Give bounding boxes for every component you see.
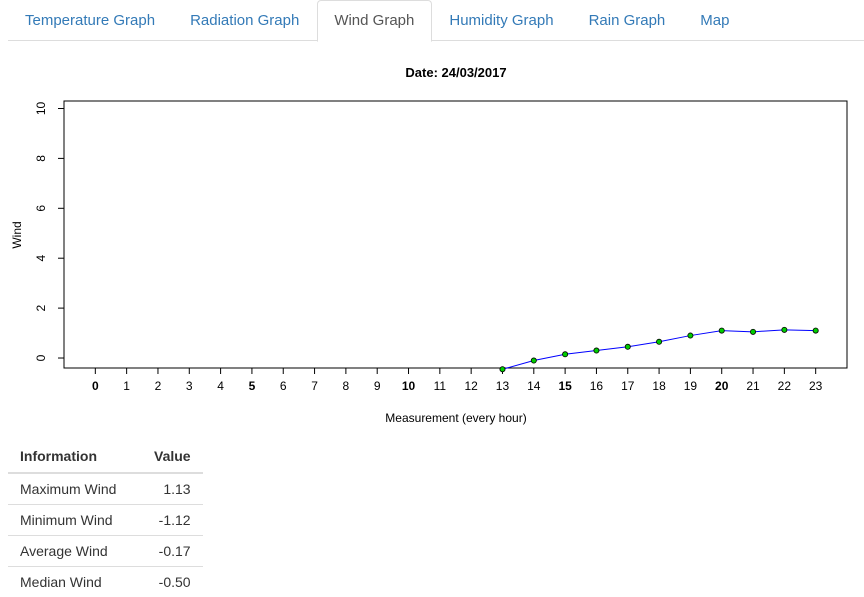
x-tick-label: 6 <box>280 379 287 393</box>
data-point <box>656 339 661 344</box>
x-tick-label: 7 <box>311 379 318 393</box>
x-tick-label: 4 <box>217 379 224 393</box>
tab-rain-graph[interactable]: Rain Graph <box>572 0 684 41</box>
table-row: Average Wind -0.17 <box>8 536 203 567</box>
data-point <box>531 358 536 363</box>
tab-bar: Temperature Graph Radiation Graph Wind G… <box>8 0 864 41</box>
x-axis-label: Measurement (every hour) <box>385 411 526 425</box>
table-row: Median Wind -0.50 <box>8 567 203 597</box>
x-tick-label: 22 <box>778 379 792 393</box>
row-label: Average Wind <box>8 536 142 567</box>
data-point <box>594 348 599 353</box>
x-tick-label: 12 <box>464 379 478 393</box>
wind-info-table: Information Value Maximum Wind 1.13 Mini… <box>8 440 203 597</box>
data-point <box>750 329 755 334</box>
row-value: -1.12 <box>142 505 203 536</box>
tab-temperature-graph[interactable]: Temperature Graph <box>8 0 173 41</box>
x-tick-label: 8 <box>343 379 350 393</box>
y-tick-label: 2 <box>34 304 48 311</box>
data-point <box>813 328 818 333</box>
y-tick-label: 4 <box>34 255 48 262</box>
x-tick-label: 11 <box>434 379 447 393</box>
tab-wind-graph[interactable]: Wind Graph <box>317 0 432 42</box>
x-tick-label: 2 <box>155 379 162 393</box>
x-tick-label: 18 <box>652 379 666 393</box>
x-tick-label: 10 <box>402 379 416 393</box>
x-tick-label: 23 <box>809 379 823 393</box>
y-axis: 0 2 4 6 8 10 <box>34 101 64 361</box>
y-tick-label: 0 <box>34 354 48 361</box>
x-tick-label: 14 <box>527 379 541 393</box>
x-tick-label: 0 <box>92 379 99 393</box>
tab-radiation-graph[interactable]: Radiation Graph <box>173 0 317 41</box>
row-value: -0.50 <box>142 567 203 597</box>
tab-map[interactable]: Map <box>683 0 747 41</box>
data-point <box>782 327 787 332</box>
plot-frame <box>64 101 847 368</box>
row-value: -0.17 <box>142 536 203 567</box>
row-label: Maximum Wind <box>8 473 142 505</box>
x-tick-label: 19 <box>684 379 698 393</box>
x-tick-label: 16 <box>590 379 604 393</box>
tab-humidity-graph[interactable]: Humidity Graph <box>432 0 571 41</box>
wind-line <box>502 330 815 369</box>
x-tick-label: 1 <box>123 379 130 393</box>
y-tick-label: 8 <box>34 155 48 162</box>
row-label: Minimum Wind <box>8 505 142 536</box>
data-point <box>625 344 630 349</box>
x-tick-label: 21 <box>746 379 760 393</box>
x-tick-label: 13 <box>496 379 510 393</box>
data-point <box>688 333 693 338</box>
chart-title: Date: 24/03/2017 <box>405 65 506 80</box>
x-tick-label: 3 <box>186 379 193 393</box>
table-row: Minimum Wind -1.12 <box>8 505 203 536</box>
header-information: Information <box>8 440 142 473</box>
data-point <box>719 328 724 333</box>
table-header-row: Information Value <box>8 440 203 473</box>
table-row: Maximum Wind 1.13 <box>8 473 203 505</box>
x-tick-label: 20 <box>715 379 729 393</box>
row-label: Median Wind <box>8 567 142 597</box>
wind-series <box>500 327 818 372</box>
x-tick-label: 15 <box>558 379 572 393</box>
header-value: Value <box>142 440 203 473</box>
y-axis-label: Wind <box>10 221 24 248</box>
data-point <box>500 367 505 372</box>
data-point <box>563 352 568 357</box>
x-tick-label: 17 <box>621 379 635 393</box>
x-tick-label: 9 <box>374 379 381 393</box>
row-value: 1.13 <box>142 473 203 505</box>
x-tick-label: 5 <box>249 379 256 393</box>
y-tick-label: 6 <box>34 205 48 212</box>
y-tick-label: 10 <box>34 101 48 115</box>
